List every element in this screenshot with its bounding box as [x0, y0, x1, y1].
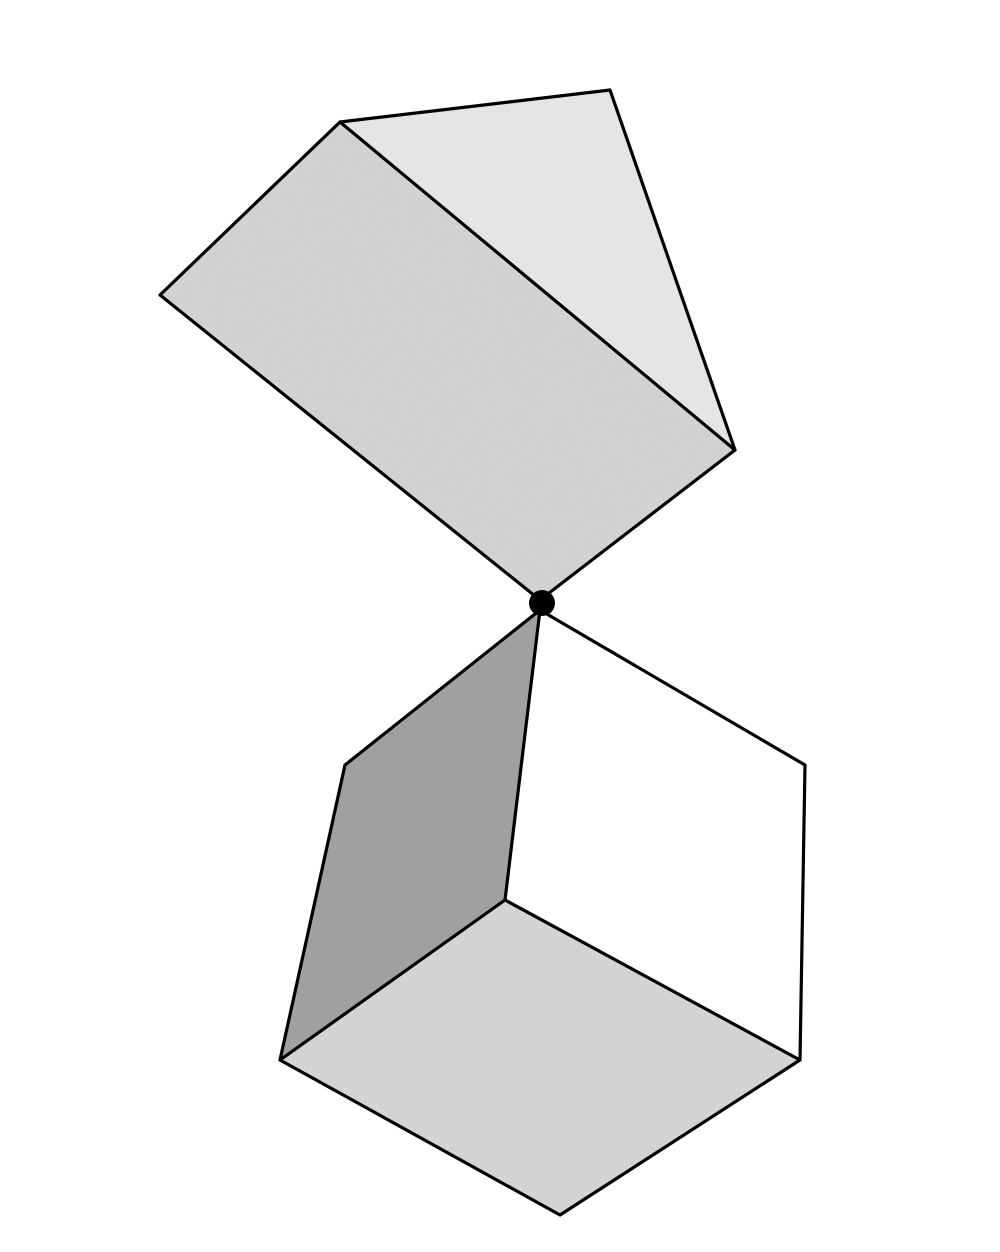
contact-point	[529, 590, 555, 616]
prism-outline	[158, 88, 737, 602]
cube	[278, 608, 807, 1217]
prism-ridge-edge	[338, 120, 737, 452]
cube-left-inner-edge	[278, 898, 507, 1062]
prism-front-face	[160, 122, 735, 600]
prism-top-face	[340, 90, 735, 450]
cube-right-inner-edge	[503, 898, 802, 1062]
cube-left-face	[280, 610, 540, 1060]
cube-front-edge	[503, 608, 542, 902]
cube-bottom-face	[280, 900, 800, 1215]
triangular-prism	[158, 88, 737, 602]
cube-outline	[278, 608, 807, 1217]
